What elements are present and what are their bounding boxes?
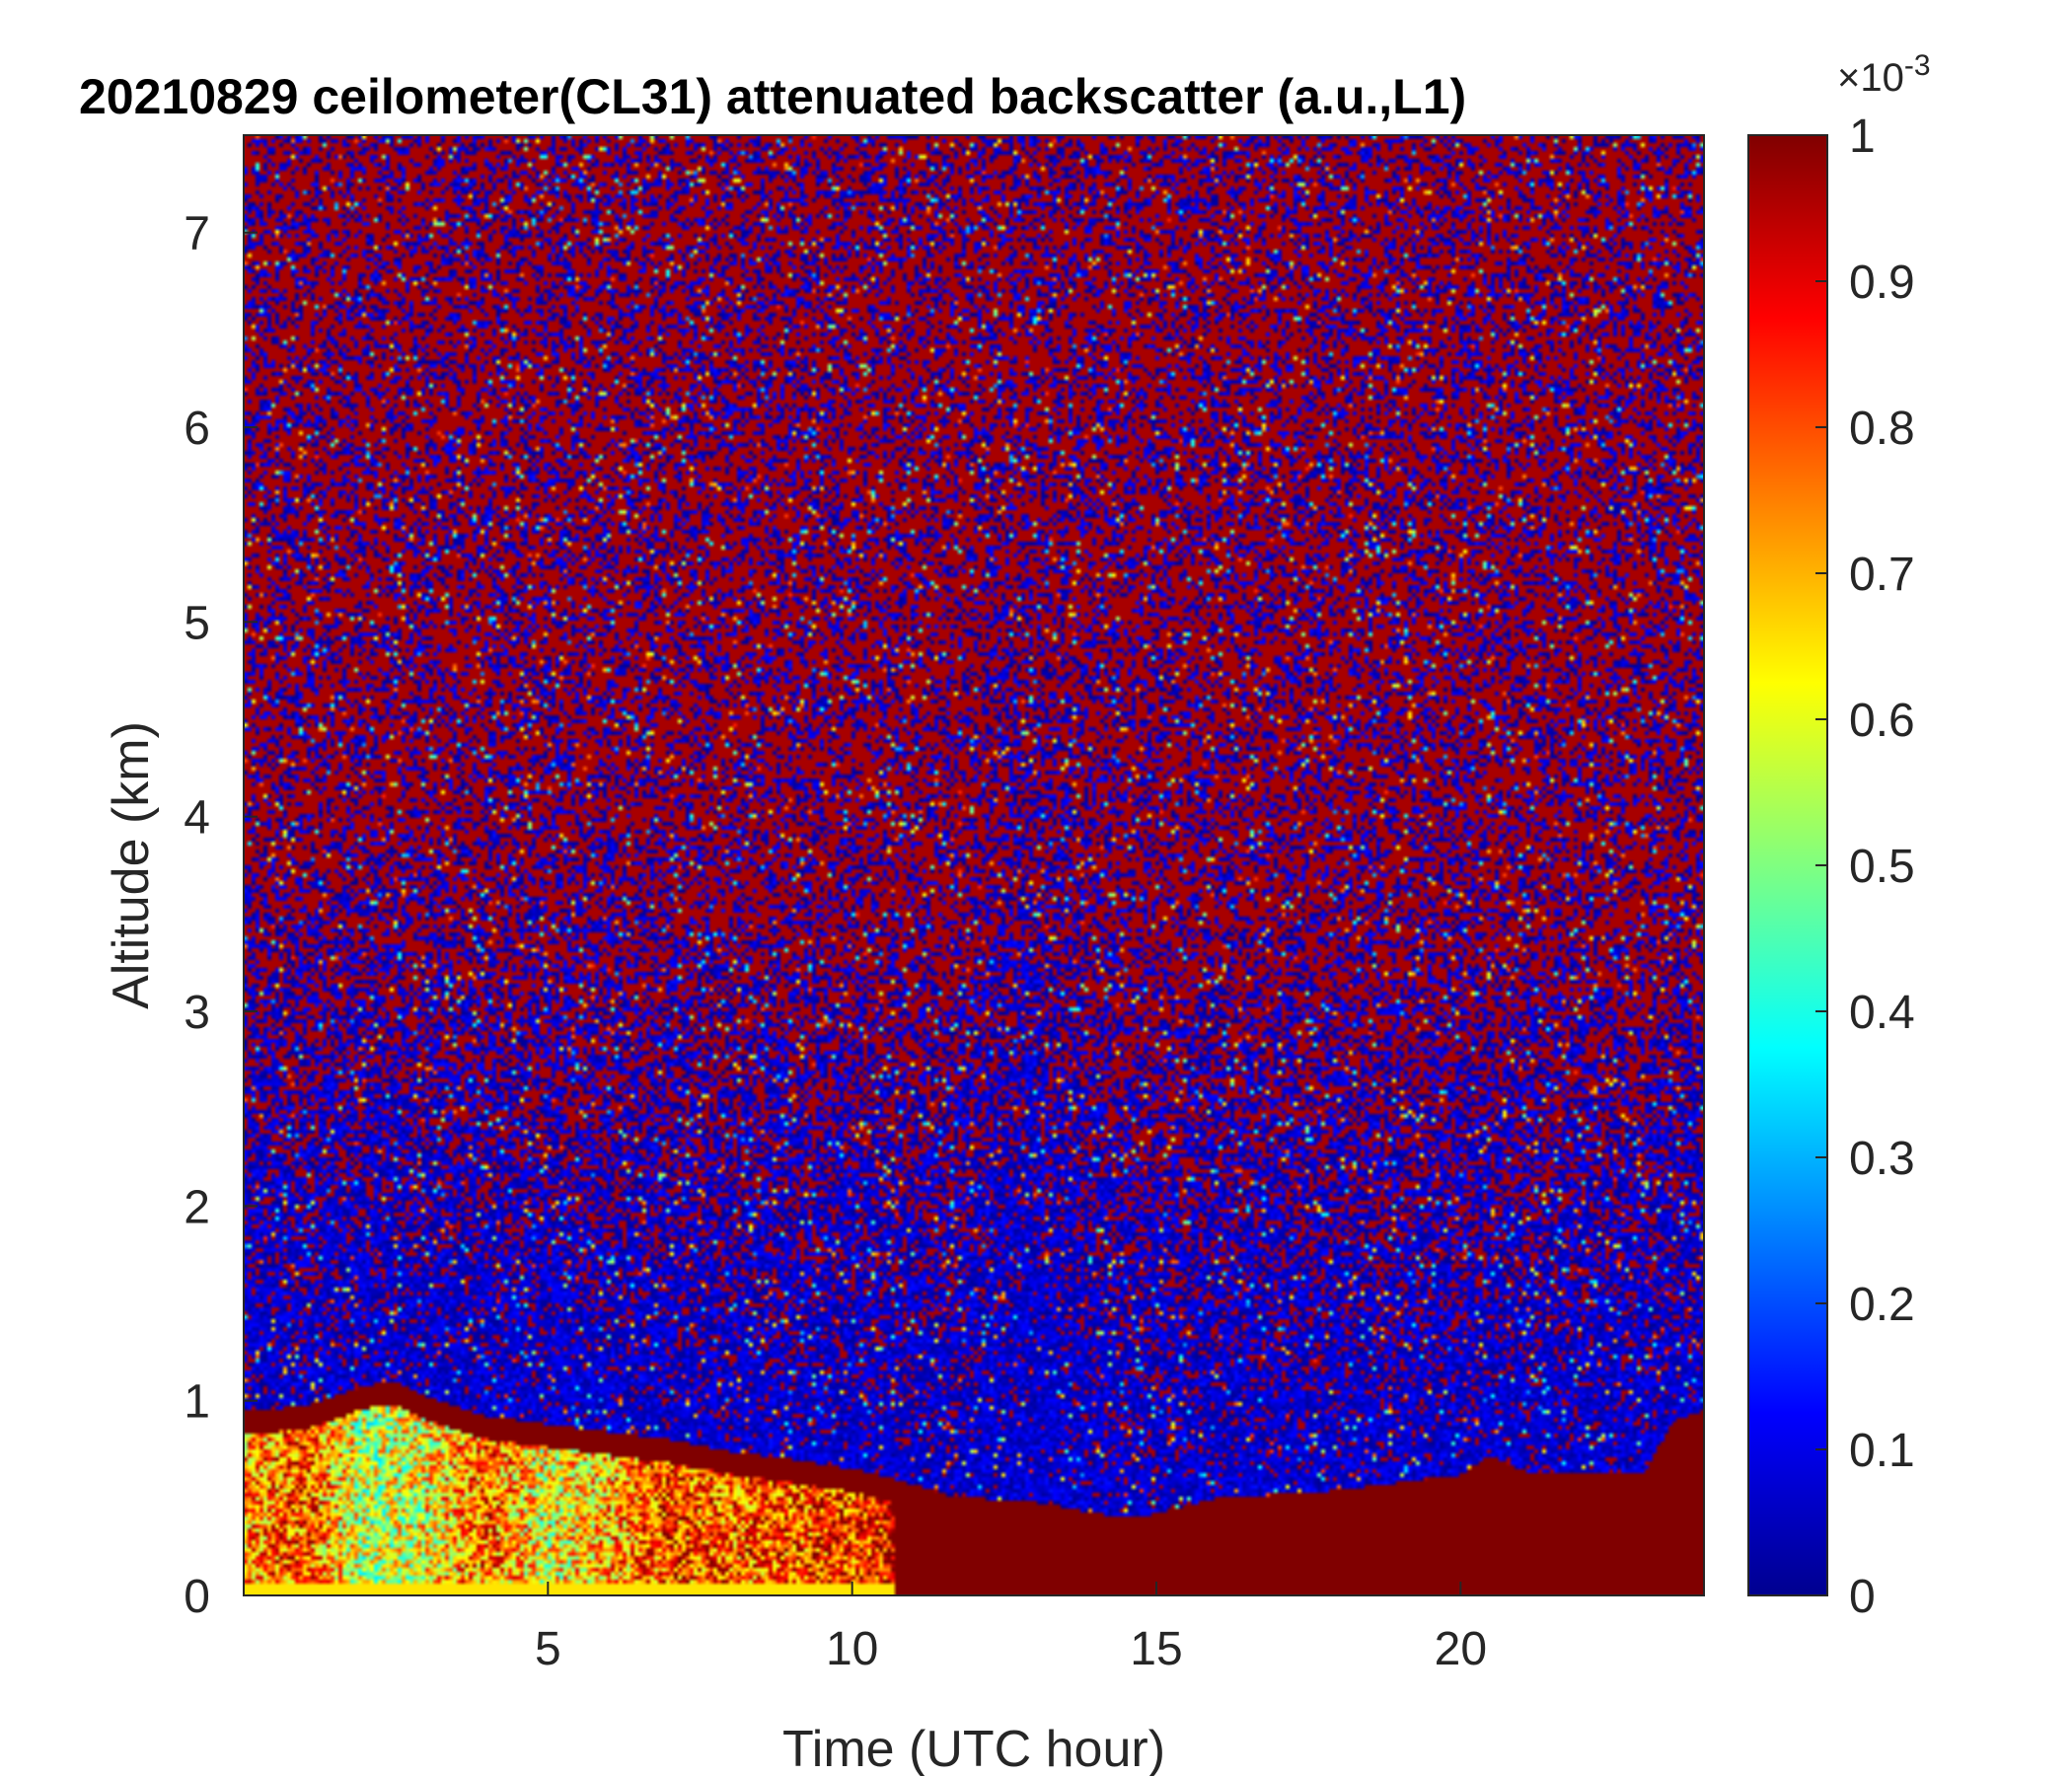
x-tick-label: 20 bbox=[1435, 1623, 1487, 1675]
y-tick-label: 4 bbox=[184, 792, 210, 845]
y-tick-label: 7 bbox=[184, 208, 210, 260]
y-tick-label: 2 bbox=[184, 1181, 210, 1233]
y-tick-label: 5 bbox=[184, 597, 210, 649]
colorbar-ticks: 0 0.1 0.2 0.3 0.4 0.5 0.6 0.7 0.8 0.9 1 bbox=[1815, 111, 1915, 1623]
plot-frame bbox=[243, 134, 1705, 1596]
x-tick-label: 5 bbox=[535, 1623, 561, 1675]
colorbar: 0 0.1 0.2 0.3 0.4 0.5 0.6 0.7 0.8 0.9 1 ×10-3 bbox=[1747, 49, 1931, 1623]
colorbar-exponent: ×10-3 bbox=[1837, 49, 1931, 100]
plot-area bbox=[244, 135, 1704, 1595]
backscatter-heatmap bbox=[244, 135, 1704, 1595]
colorbar-tick-label: 0.8 bbox=[1849, 403, 1915, 455]
colorbar-gradient bbox=[1747, 134, 1828, 1596]
y-tick-label: 6 bbox=[184, 403, 210, 455]
colorbar-tick-label: 0.7 bbox=[1849, 549, 1915, 601]
colorbar-tick-label: 0.9 bbox=[1849, 257, 1915, 309]
x-tick-label: 15 bbox=[1130, 1623, 1182, 1675]
colorbar-exponent-base: ×10 bbox=[1837, 56, 1904, 100]
x-tick-label: 10 bbox=[826, 1623, 878, 1675]
y-tick-label: 3 bbox=[184, 987, 210, 1039]
colorbar-tick-label: 0.3 bbox=[1849, 1133, 1915, 1185]
colorbar-tick-label: 0.5 bbox=[1849, 841, 1915, 893]
y-tick-label: 1 bbox=[184, 1376, 210, 1429]
colorbar-tick-label: 0.6 bbox=[1849, 695, 1915, 747]
colorbar-tick-label: 0.1 bbox=[1849, 1425, 1915, 1477]
x-axis-label: Time (UTC hour) bbox=[782, 1721, 1165, 1776]
x-axis: 5 10 15 20 bbox=[535, 1582, 1487, 1675]
heatmap-image bbox=[244, 135, 1704, 1595]
colorbar-tick-label: 0 bbox=[1849, 1571, 1876, 1623]
chart-title: 20210829 ceilometer(CL31) attenuated bac… bbox=[79, 69, 1466, 124]
y-tick-label: 0 bbox=[184, 1571, 210, 1623]
y-axis-label: Altitude (km) bbox=[103, 721, 160, 1009]
y-axis: 0 1 2 3 4 5 6 7 bbox=[184, 208, 258, 1623]
colorbar-tick-label: 0.2 bbox=[1849, 1279, 1915, 1331]
colorbar-exponent-power: -3 bbox=[1904, 49, 1931, 82]
colorbar-tick-label: 0.4 bbox=[1849, 987, 1915, 1039]
colorbar-tick-label: 1 bbox=[1849, 111, 1876, 163]
